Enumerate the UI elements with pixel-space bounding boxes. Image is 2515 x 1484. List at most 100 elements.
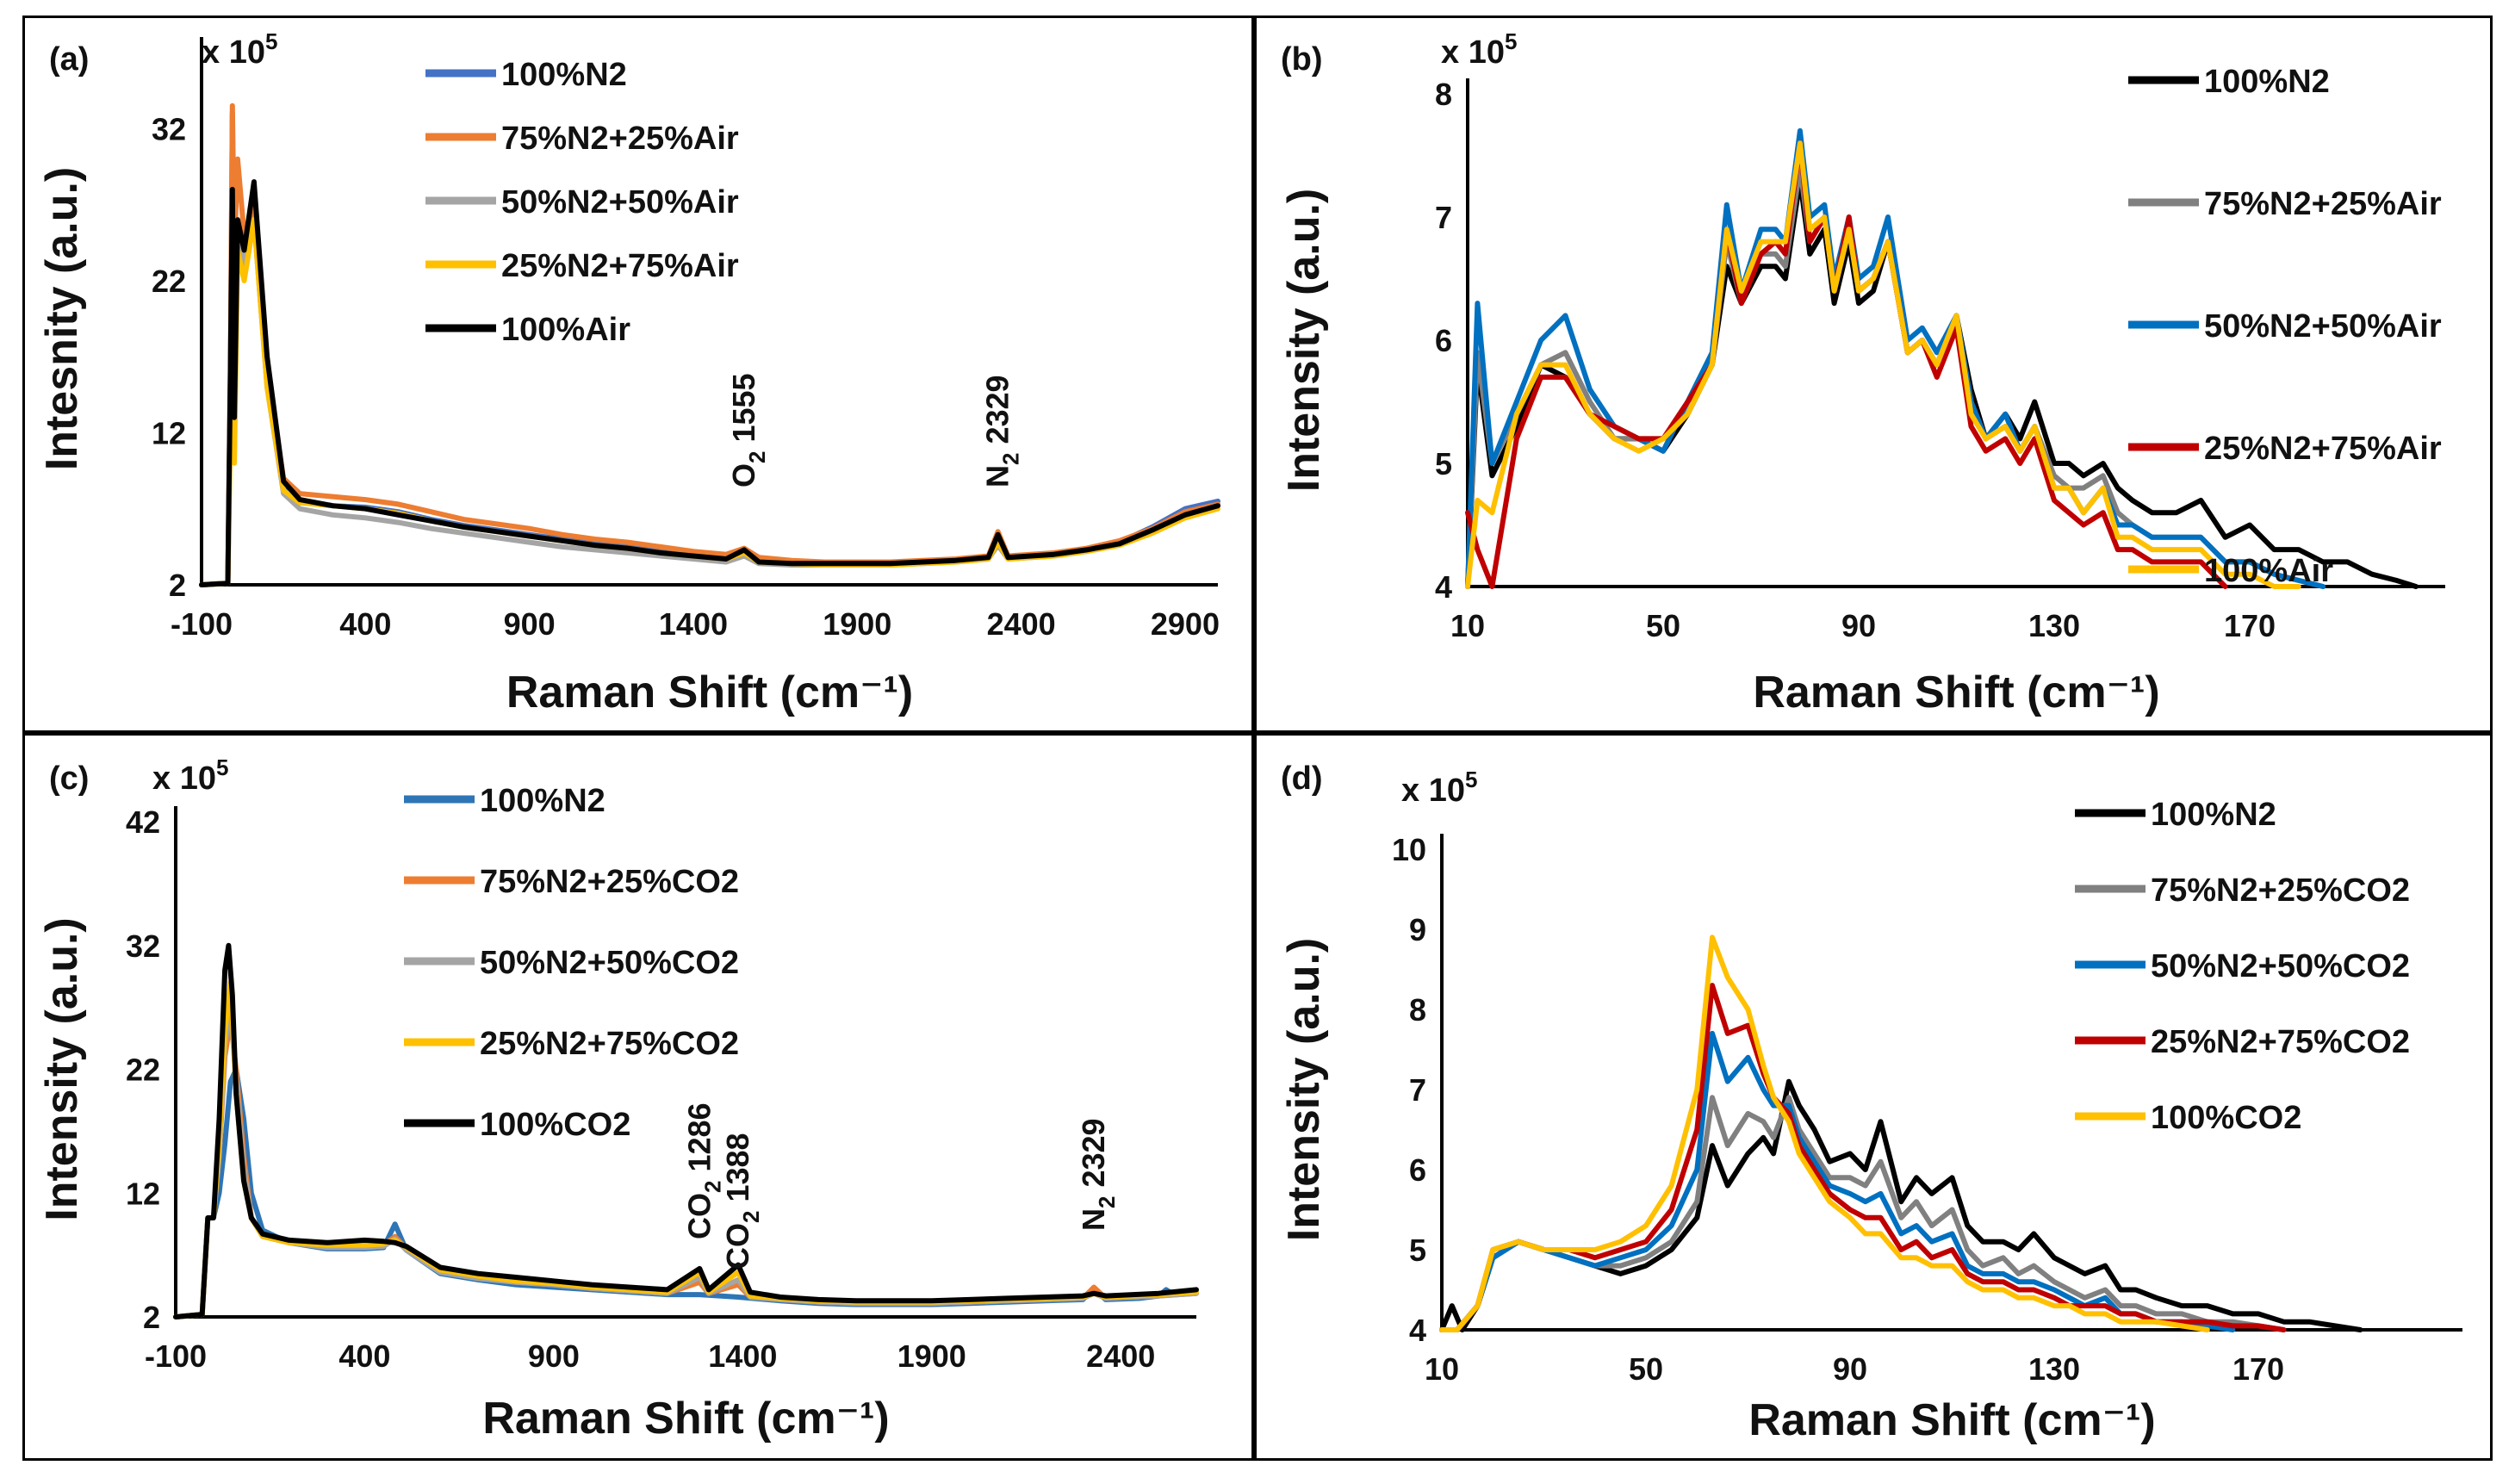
y-tick-label: 8 xyxy=(1409,992,1426,1028)
multiplier-exponent: 5 xyxy=(265,28,277,54)
peak-annotation: O2 1555 xyxy=(726,373,770,487)
legend-label: 75%N2+25%CO2 xyxy=(2151,872,2410,909)
legend-label: 25%N2+75%CO2 xyxy=(480,1026,739,1062)
x-tick-label: 130 xyxy=(2028,608,2080,643)
multiplier-exponent: 5 xyxy=(216,754,228,780)
y-tick-label: 4 xyxy=(1435,569,1452,605)
series-line-100-co2 xyxy=(1439,934,2210,1332)
y-tick-label: 4 xyxy=(1409,1313,1426,1348)
y-multiplier: x 105 xyxy=(202,28,277,71)
legend-label: 25%N2+75%Air xyxy=(2204,431,2442,467)
panel-label: (a) xyxy=(49,41,89,78)
y-axis-title: Intensity (a.u.) xyxy=(1279,189,1329,492)
multiplier-base: x 10 xyxy=(152,761,216,797)
legend-label: 100%Air xyxy=(501,312,630,348)
y-axis-title: Intesnity (a.u.) xyxy=(37,167,87,470)
legend-label: 75%N2+25%CO2 xyxy=(480,864,739,900)
series-line-75-n2-25-air xyxy=(1465,165,2326,589)
panel-label: (d) xyxy=(1281,761,1323,797)
chart-d-svg: 10 50 90 130 170 4 5 6 7 8 9 10 Raman Shift (cm⁻¹) In… xyxy=(1279,761,2462,1445)
y-tick-label: 5 xyxy=(1409,1233,1426,1268)
x-axis-title: Raman Shift (cm⁻¹) xyxy=(1748,1395,2155,1445)
legend-label: 100%N2 xyxy=(2151,797,2276,833)
y-tick-label: 22 xyxy=(152,264,186,299)
peak-annotation: CO2 1388 xyxy=(720,1133,764,1270)
panel-d: 10 50 90 130 170 4 5 6 7 8 9 10 Raman Shift (cm⁻¹) In… xyxy=(1254,733,2493,1461)
x-tick-label: 2400 xyxy=(987,606,1056,642)
y-tick-label: 6 xyxy=(1435,323,1452,358)
x-tick-label: 400 xyxy=(339,606,391,642)
x-tick-label: 10 xyxy=(1425,1351,1459,1387)
y-tick-label: 7 xyxy=(1409,1072,1426,1108)
y-tick-label: 2 xyxy=(143,1300,160,1335)
panel-label: (c) xyxy=(49,761,89,797)
x-tick-label: 1900 xyxy=(823,606,891,642)
panel-c: -100 400 900 1400 1900 2400 2 12 22 32 42 Raman Shi… xyxy=(22,733,1254,1461)
multiplier-exponent: 5 xyxy=(1465,767,1477,792)
x-tick-label: 2400 xyxy=(1086,1338,1155,1374)
series-line-100-co2 xyxy=(173,942,1199,1319)
multiplier-base: x 10 xyxy=(202,34,265,71)
panel-label: (b) xyxy=(1281,41,1323,78)
x-tick-label: 90 xyxy=(1841,608,1876,643)
y-multiplier: x 105 xyxy=(1401,767,1477,809)
y-tick-label: 9 xyxy=(1409,912,1426,947)
series-line-75-n2-25-air xyxy=(199,102,1220,587)
x-tick-label: 1400 xyxy=(708,1338,777,1374)
panel-a: -100 400 900 1400 1900 2400 2900 2 12 22 32 Raman S… xyxy=(22,16,1254,733)
y-tick-label: 32 xyxy=(126,928,160,964)
legend-label: 75%N2+25%Air xyxy=(501,121,739,157)
series-line-50-n2-50-co2 xyxy=(1439,1030,2236,1332)
multiplier-base: x 10 xyxy=(1401,773,1465,809)
x-tick-label: 1400 xyxy=(659,606,728,642)
y-tick-label: 8 xyxy=(1435,77,1452,112)
x-tick-label: 2900 xyxy=(1151,606,1220,642)
x-axis-title: Raman Shift (cm⁻¹) xyxy=(482,1394,889,1444)
legend-label: 50%N2+50%CO2 xyxy=(2151,948,2410,984)
chart-a-svg: -100 400 900 1400 1900 2400 2900 2 12 22 32 Raman S… xyxy=(37,28,1220,717)
x-tick-label: 50 xyxy=(1629,1351,1663,1387)
y-tick-label: 32 xyxy=(152,111,186,146)
series-line-25-n2-75-co2 xyxy=(1439,983,2287,1332)
y-multiplier: x 105 xyxy=(1441,28,1517,71)
y-tick-label: 10 xyxy=(1392,832,1426,867)
series-line-100-air xyxy=(199,179,1220,587)
panel-b: 10 50 90 130 170 4 5 6 7 8 Raman Shift (cm⁻¹) Inten… xyxy=(1254,16,2493,733)
legend-label: 25%N2+75%CO2 xyxy=(2151,1024,2410,1060)
peak-annotation: N2 2329 xyxy=(1076,1118,1120,1231)
y-tick-label: 22 xyxy=(126,1052,160,1088)
legend-label: 100%N2 xyxy=(2204,64,2330,100)
x-tick-label: 170 xyxy=(2232,1351,2284,1387)
series-line-100-n2 xyxy=(1465,177,2419,589)
x-axis-title: Raman Shift (cm⁻¹) xyxy=(1753,667,2159,717)
legend-label: 100%Air xyxy=(2204,553,2333,589)
legend-label: 50%N2+50%Air xyxy=(2204,308,2442,345)
multiplier-base: x 10 xyxy=(1441,34,1505,71)
x-axis-title: Raman Shift (cm⁻¹) xyxy=(506,667,913,717)
y-tick-label: 2 xyxy=(169,568,186,603)
x-tick-label: -100 xyxy=(145,1338,207,1374)
legend-label: 50%N2+50%Air xyxy=(501,184,739,220)
y-tick-label: 6 xyxy=(1409,1152,1426,1188)
y-tick-label: 5 xyxy=(1435,446,1452,481)
y-tick-label: 42 xyxy=(126,804,160,840)
chart-b-svg: 10 50 90 130 170 4 5 6 7 8 Raman Shift (cm⁻¹) Inten… xyxy=(1279,28,2445,717)
legend-label: 100%N2 xyxy=(480,783,605,819)
legend-label: 25%N2+75%Air xyxy=(501,248,739,284)
peak-annotation: CO2 1286 xyxy=(681,1102,725,1239)
legend-label: 100%CO2 xyxy=(2151,1100,2301,1136)
x-tick-label: 900 xyxy=(504,606,556,642)
y-multiplier: x 105 xyxy=(152,754,228,797)
y-tick-label: 12 xyxy=(152,415,186,450)
y-tick-label: 12 xyxy=(126,1176,160,1211)
legend-label: 100%CO2 xyxy=(480,1107,630,1143)
x-tick-label: 900 xyxy=(528,1338,580,1374)
series-line-100-air xyxy=(1465,140,2301,589)
x-tick-label: 50 xyxy=(1646,608,1680,643)
legend-label: 100%N2 xyxy=(501,57,627,93)
x-tick-label: 10 xyxy=(1450,608,1485,643)
legend-label: 75%N2+25%Air xyxy=(2204,186,2442,222)
chart-c-svg: -100 400 900 1400 1900 2400 2 12 22 32 42 Raman Shi… xyxy=(37,754,1199,1444)
legend-label: 50%N2+50%CO2 xyxy=(480,945,739,981)
x-tick-label: -100 xyxy=(171,606,233,642)
